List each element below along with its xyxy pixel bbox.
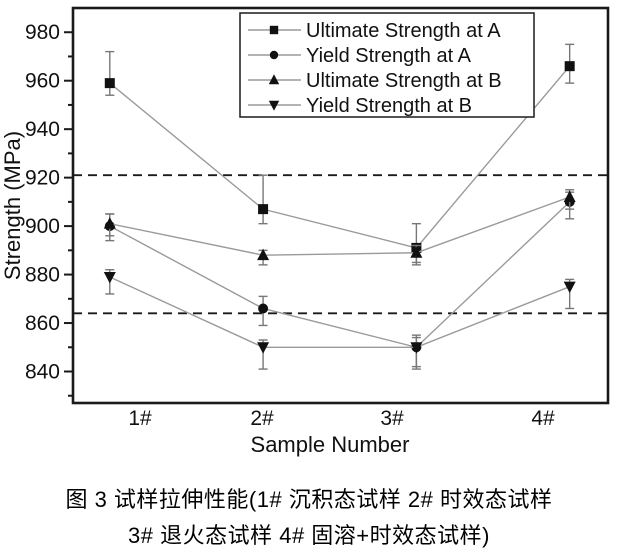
circle-marker (258, 303, 269, 314)
plot-frame (71, 6, 610, 405)
triangle-down-marker (257, 342, 270, 354)
x-category-label: 2# (250, 407, 274, 430)
x-axis-label: Sample Number (251, 432, 410, 457)
legend-label: Yield Strength at A (306, 45, 472, 67)
y-tick-label: 860 (25, 312, 60, 335)
x-category-label: 1# (128, 407, 152, 430)
legend: Ultimate Strength at A Yield Strength at … (239, 12, 535, 118)
series-line (109, 65, 571, 249)
strength-chart: 840 860 880 900 920 940 960 980 Strength (MPa) Sa… (0, 6, 610, 457)
square-marker (258, 204, 269, 215)
y-tick-label: 940 (25, 118, 60, 141)
triangle-up-marker (410, 246, 423, 258)
triangle-up-marker (103, 217, 116, 229)
reference-lines (73, 174, 608, 315)
triangle-down-marker (410, 342, 423, 354)
legend-circle-marker (269, 50, 279, 60)
legend-square-marker (269, 25, 279, 35)
triangle-down-marker (563, 281, 576, 294)
series-circle (104, 191, 575, 368)
y-axis-ticks: 840 860 880 900 920 940 960 980 (25, 21, 73, 397)
y-tick-label: 960 (25, 70, 60, 93)
triangle-up-marker (563, 190, 576, 203)
y-tick-label: 980 (25, 21, 60, 44)
y-tick-label: 840 (25, 360, 60, 383)
series-line (109, 201, 571, 349)
x-category-label: 4# (531, 407, 555, 430)
y-tick-label: 900 (25, 215, 60, 238)
x-category-labels: 1# 2# 3# 4# (128, 407, 555, 430)
series-triangle-up (103, 189, 576, 266)
series-triangle-down (103, 269, 576, 370)
legend-label: Ultimate Strength at B (306, 70, 502, 92)
y-tick-label: 920 (25, 167, 60, 190)
legend-triangle-up-marker (268, 74, 280, 85)
figure-caption: 图 3 试样拉伸性能(1# 沉积态试样 2# 时效态试样 3# 退火态试样 4#… (0, 482, 618, 554)
triangle-up-marker (257, 248, 270, 261)
caption-line-1: 图 3 试样拉伸性能(1# 沉积态试样 2# 时效态试样 (65, 487, 553, 512)
y-axis-label: Strength (MPa) (0, 131, 25, 280)
y-tick-label: 880 (25, 264, 60, 287)
legend-label: Yield Strength at B (306, 95, 472, 117)
caption-line-2: 3# 退火态试样 4# 固溶+时效态试样) (128, 523, 490, 548)
triangle-down-marker (103, 271, 116, 284)
series-line (109, 196, 570, 256)
series-line (109, 276, 570, 348)
legend-triangle-down-marker (268, 100, 280, 111)
legend-label: Ultimate Strength at A (306, 20, 501, 42)
square-marker (104, 78, 115, 89)
square-marker (564, 61, 575, 72)
x-category-label: 3# (380, 407, 404, 430)
